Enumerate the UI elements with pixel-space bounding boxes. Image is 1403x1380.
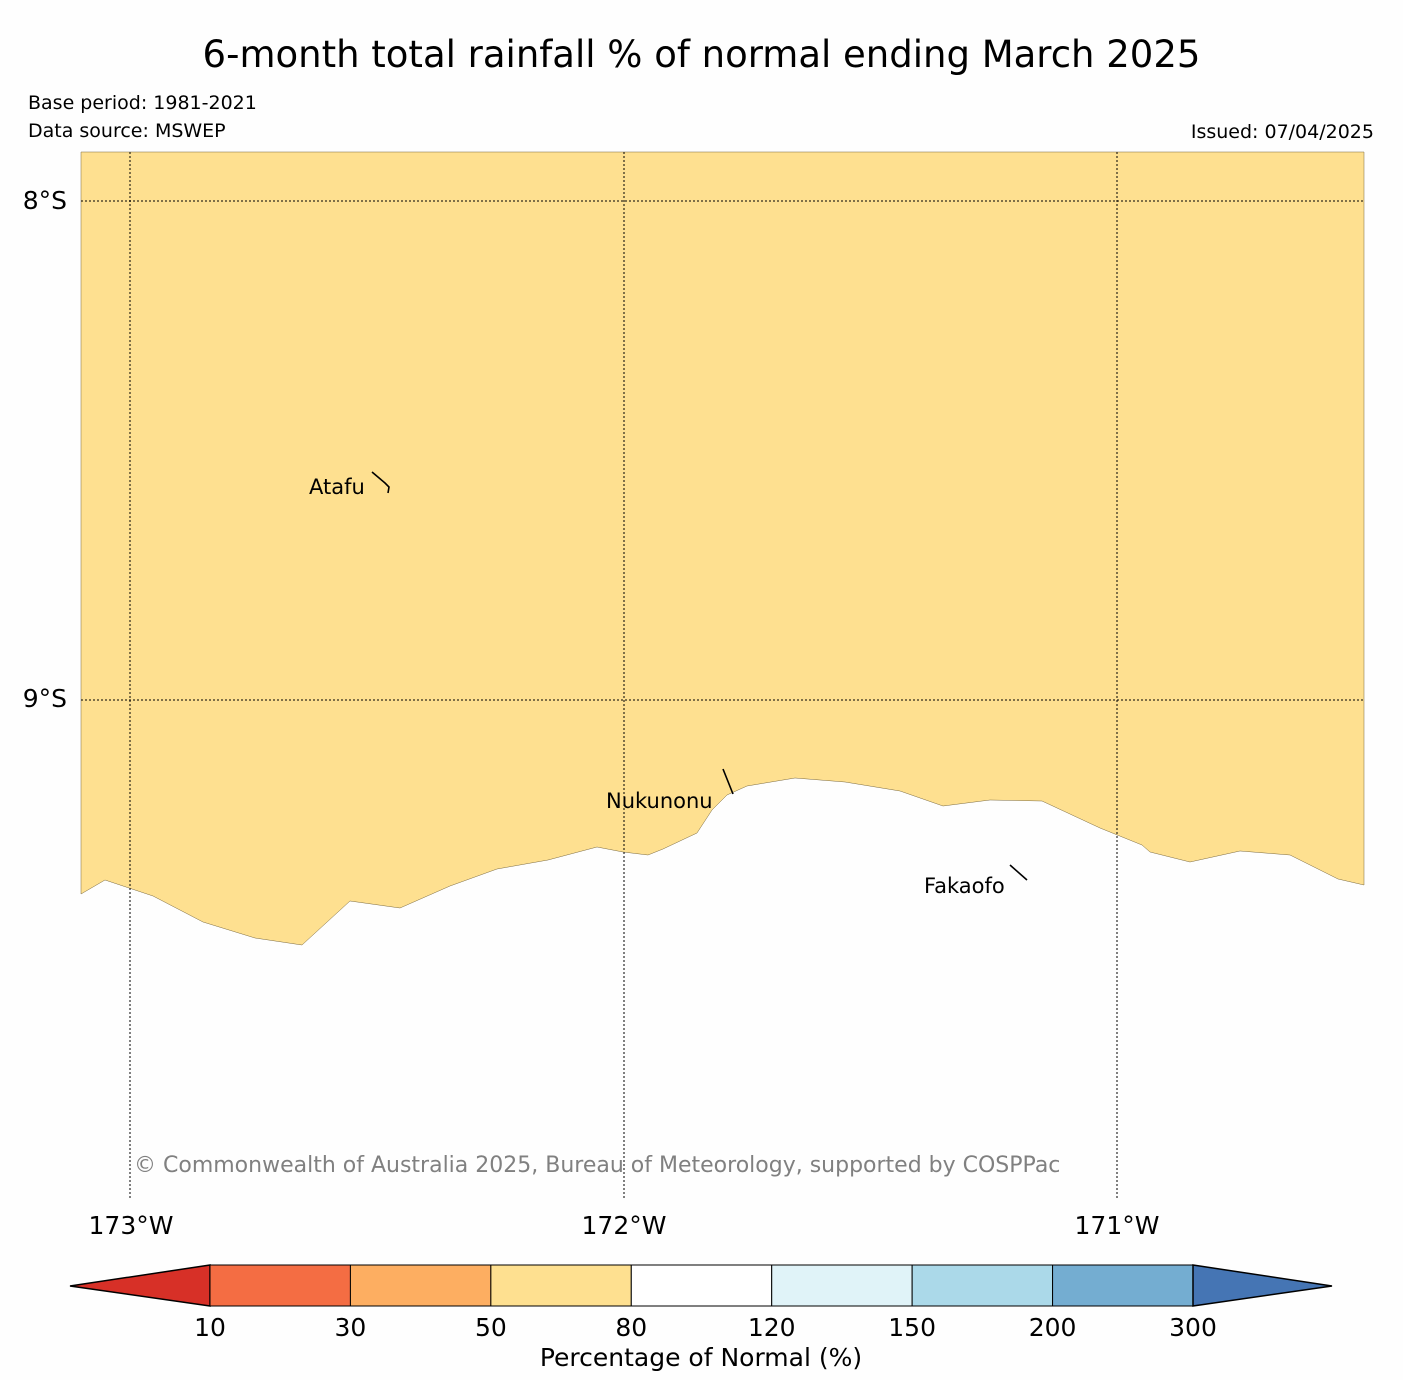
place-label-atafu: Atafu: [309, 475, 365, 499]
colorbar-bins: [209, 1264, 1194, 1307]
colorbar-tick-label: 300: [1169, 1313, 1217, 1342]
colorbar: 10 30 50 80 120 150 200 300 Percentage of Norma…: [69, 1264, 1333, 1372]
copyright-notice: © Commonwealth of Australia 2025, Bureau…: [134, 1153, 1060, 1178]
colorbar-label: Percentage of Normal (%): [540, 1343, 862, 1372]
colorbar-tick-label: 150: [888, 1313, 936, 1342]
colorbar-under-arrow: [69, 1264, 211, 1307]
colorbar-over-arrow: [1192, 1264, 1333, 1307]
colorbar-bin: [209, 1264, 351, 1307]
colorbar-bin: [630, 1264, 773, 1307]
map-title: 6-month total rainfall % of normal endin…: [202, 33, 1201, 76]
colorbar-bin: [771, 1264, 913, 1307]
lat-label-9s: 9°S: [23, 684, 67, 713]
data-source-note: Data source: MSWEP: [28, 120, 226, 142]
colorbar-tick-label: 10: [194, 1313, 226, 1342]
rainfall-region-50-80: [80, 151, 1365, 946]
colorbar-tick-label: 120: [748, 1313, 796, 1342]
colorbar-tick-label: 80: [615, 1313, 647, 1342]
colorbar-tick-label: 50: [475, 1313, 507, 1342]
nukunonu-coastline: [722, 768, 734, 795]
lat-label-8s: 8°S: [23, 186, 67, 215]
fakaofo-coastline: [1009, 864, 1028, 881]
colorbar-tick-label: 200: [1029, 1313, 1077, 1342]
issued-date: Issued: 07/04/2025: [1190, 121, 1374, 143]
atafu-coastline: [371, 471, 390, 494]
map-panel: Atafu Nukunonu Fakaofo © Commonwealth of…: [80, 151, 1365, 1200]
base-period-note: Base period: 1981-2021: [28, 92, 257, 114]
lon-label-172w: 172°W: [582, 1211, 667, 1240]
lon-label-171w: 171°W: [1075, 1211, 1160, 1240]
place-label-fakaofo: Fakaofo: [924, 874, 1005, 898]
colorbar-bin: [490, 1264, 632, 1307]
colorbar-bin: [911, 1264, 1054, 1307]
colorbar-ticks: 10 30 50 80 120 150 200 300: [194, 1313, 1217, 1342]
graticule: [81, 152, 1364, 1200]
place-label-nukunonu: Nukunonu: [606, 789, 713, 813]
colorbar-bin: [1052, 1264, 1194, 1307]
colorbar-bin: [349, 1264, 492, 1307]
coastlines: [371, 471, 1028, 881]
lon-label-173w: 173°W: [89, 1211, 174, 1240]
colorbar-tick-label: 30: [335, 1313, 367, 1342]
